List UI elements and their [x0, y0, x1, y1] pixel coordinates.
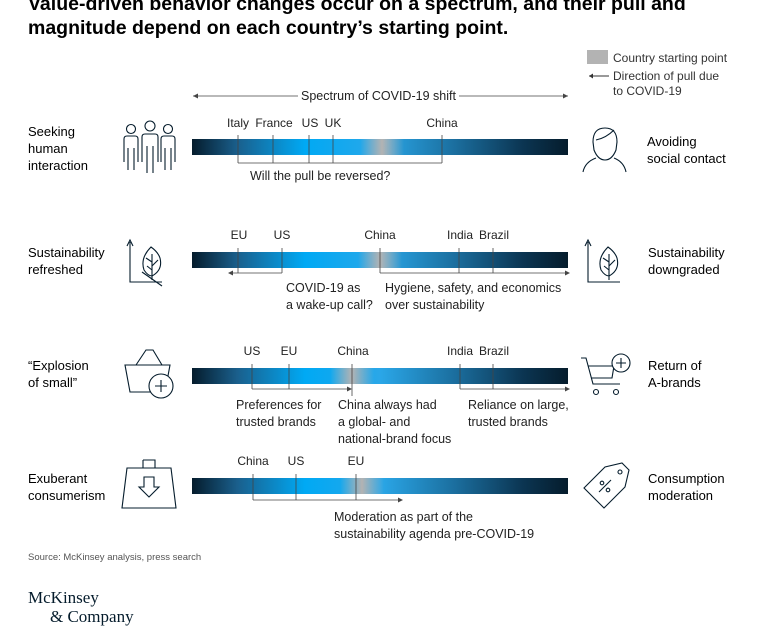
row-2-note-line: over sustainability: [385, 298, 485, 312]
row-2-pull-lines: [230, 248, 568, 274]
row-3-note-line: trusted brands: [236, 415, 316, 429]
row-2-country: US: [273, 228, 291, 242]
row-1-pull-lines: [237, 135, 443, 164]
row-1-country: US: [301, 116, 319, 130]
row-1-left-label: Seeking human interaction: [28, 123, 88, 174]
row-3-country: US: [243, 344, 261, 358]
row-2-pull-arrow-left: [228, 270, 233, 276]
row-3-note-line: a global- and: [338, 415, 411, 429]
discount-tag-icon: [583, 462, 630, 509]
row-4-pull-arrow-right: [398, 497, 403, 503]
row-2-note-right: Hygiene, safety, and economics over sust…: [385, 280, 561, 314]
mckinsey-logo: McKinsey & Company: [28, 588, 134, 626]
row-2-left-label-line: Sustainability: [28, 245, 105, 260]
title-line-1: Value-driven behavior changes occur on a…: [28, 0, 686, 15]
row-3-left-label: “Explosion of small”: [28, 357, 89, 391]
row-1-country: UK: [324, 116, 342, 130]
spectrum-title: Spectrum of COVID-19 shift: [298, 89, 459, 103]
row-2-country: Brazil: [478, 228, 510, 242]
row-3-pull-lines: [251, 364, 568, 396]
row-3-right-label: Return of A-brands: [648, 357, 701, 391]
row-2-right-label: Sustainability downgraded: [648, 244, 725, 278]
row-3-pull-arrow-right: [565, 386, 570, 392]
legend-pull-label-1: Direction of pull due: [613, 69, 720, 83]
logo-line-1: McKinsey: [28, 588, 99, 607]
row-3-right-label-line: A-brands: [648, 375, 701, 390]
row-4-country: EU: [347, 454, 365, 468]
row-1-left-label-line: Seeking: [28, 124, 75, 139]
row-4-left-label: Exuberant consumerism: [28, 470, 105, 504]
shopping-bag-download-icon: [121, 459, 177, 509]
cart-add-icon: [581, 353, 631, 396]
row-4-right-label-line: Consumption: [648, 471, 725, 486]
row-2-pull-arrow-right: [565, 270, 570, 276]
row-3-left-label-line: of small”: [28, 375, 78, 390]
legend-starting-point-swatch: [587, 50, 608, 64]
row-1-note: Will the pull be reversed?: [250, 168, 390, 185]
row-2-note-left: COVID-19 as a wake-up call?: [286, 280, 373, 314]
row-1-bar: [192, 139, 568, 155]
row-3-note-line: national-brand focus: [338, 432, 452, 446]
row-4-left-label-line: consumerism: [28, 488, 106, 503]
row-3-country: China: [337, 344, 369, 358]
chart-title: Value-driven behavior changes occur on a…: [28, 0, 728, 40]
row-2-note-line: Hygiene, safety, and economics: [385, 281, 562, 295]
legend-pull-arrow-icon: [589, 73, 609, 79]
row-1-country: France: [255, 116, 293, 130]
row-4-note: Moderation as part of the sustainability…: [334, 509, 534, 543]
row-1-right-label: Avoiding social contact: [647, 133, 726, 167]
row-3-note-line: Reliance on large,: [468, 398, 569, 412]
row-1-right-label-line: social contact: [647, 151, 726, 166]
row-3-note-line: trusted brands: [468, 415, 548, 429]
row-4-left-label-line: Exuberant: [28, 471, 88, 486]
row-3-country: Brazil: [478, 344, 510, 358]
row-2-right-label-line: Sustainability: [648, 245, 725, 260]
row-3-country: EU: [280, 344, 298, 358]
row-2-country: EU: [230, 228, 248, 242]
row-4-note-line: sustainability agenda pre-COVID-19: [334, 527, 535, 541]
row-4-pull-lines: [252, 474, 400, 501]
row-2-left-label-line: refreshed: [28, 262, 83, 277]
row-1-left-label-line: interaction: [28, 158, 88, 173]
row-4-country: US: [287, 454, 305, 468]
row-1-left-label-line: human: [28, 141, 68, 156]
row-3-note-center: China always had a global- and national-…: [338, 397, 451, 448]
row-2-country: China: [364, 228, 396, 242]
row-2-note-line: COVID-19 as: [286, 281, 361, 295]
row-1-note-line: Will the pull be reversed?: [250, 169, 391, 183]
row-4-country: China: [237, 454, 269, 468]
person-isolated-icon: [582, 127, 627, 173]
leaf-decline-icon: [584, 238, 620, 283]
row-4-right-label-line: moderation: [648, 488, 714, 503]
row-3-pull-arrow-center: [347, 386, 352, 392]
leaf-growth-icon: [126, 238, 163, 287]
row-2-note-line: a wake-up call?: [286, 298, 373, 312]
row-3-bar: [192, 368, 568, 384]
row-3-note-line: Preferences for: [236, 398, 322, 412]
row-3-note-left: Preferences for trusted brands: [236, 397, 321, 431]
row-3-note-right: Reliance on large, trusted brands: [468, 397, 569, 431]
legend-pull-label-2: to COVID-19: [613, 84, 682, 98]
row-3-right-label-line: Return of: [648, 358, 702, 373]
row-2-country: India: [446, 228, 474, 242]
row-1-country: China: [426, 116, 458, 130]
row-4-note-line: Moderation as part of the: [334, 510, 473, 524]
legend-starting-point-label: Country starting point: [613, 51, 728, 65]
row-3-note-line: China always had: [338, 398, 437, 412]
row-4-bar: [192, 478, 568, 494]
title-line-2: magnitude depend on each country’s start…: [28, 17, 509, 39]
row-4-right-label: Consumption moderation: [648, 470, 725, 504]
people-group-icon: [123, 120, 176, 173]
row-2-left-label: Sustainability refreshed: [28, 244, 105, 278]
row-1-country: Italy: [226, 116, 250, 130]
row-3-country: India: [446, 344, 474, 358]
row-3-left-label-line: “Explosion: [28, 358, 89, 373]
row-1-right-label-line: Avoiding: [647, 134, 697, 149]
logo-line-2: & Company: [50, 607, 134, 626]
basket-add-icon: [124, 349, 174, 399]
source-note: Source: McKinsey analysis, press search: [28, 552, 202, 563]
row-2-right-label-line: downgraded: [648, 262, 720, 277]
